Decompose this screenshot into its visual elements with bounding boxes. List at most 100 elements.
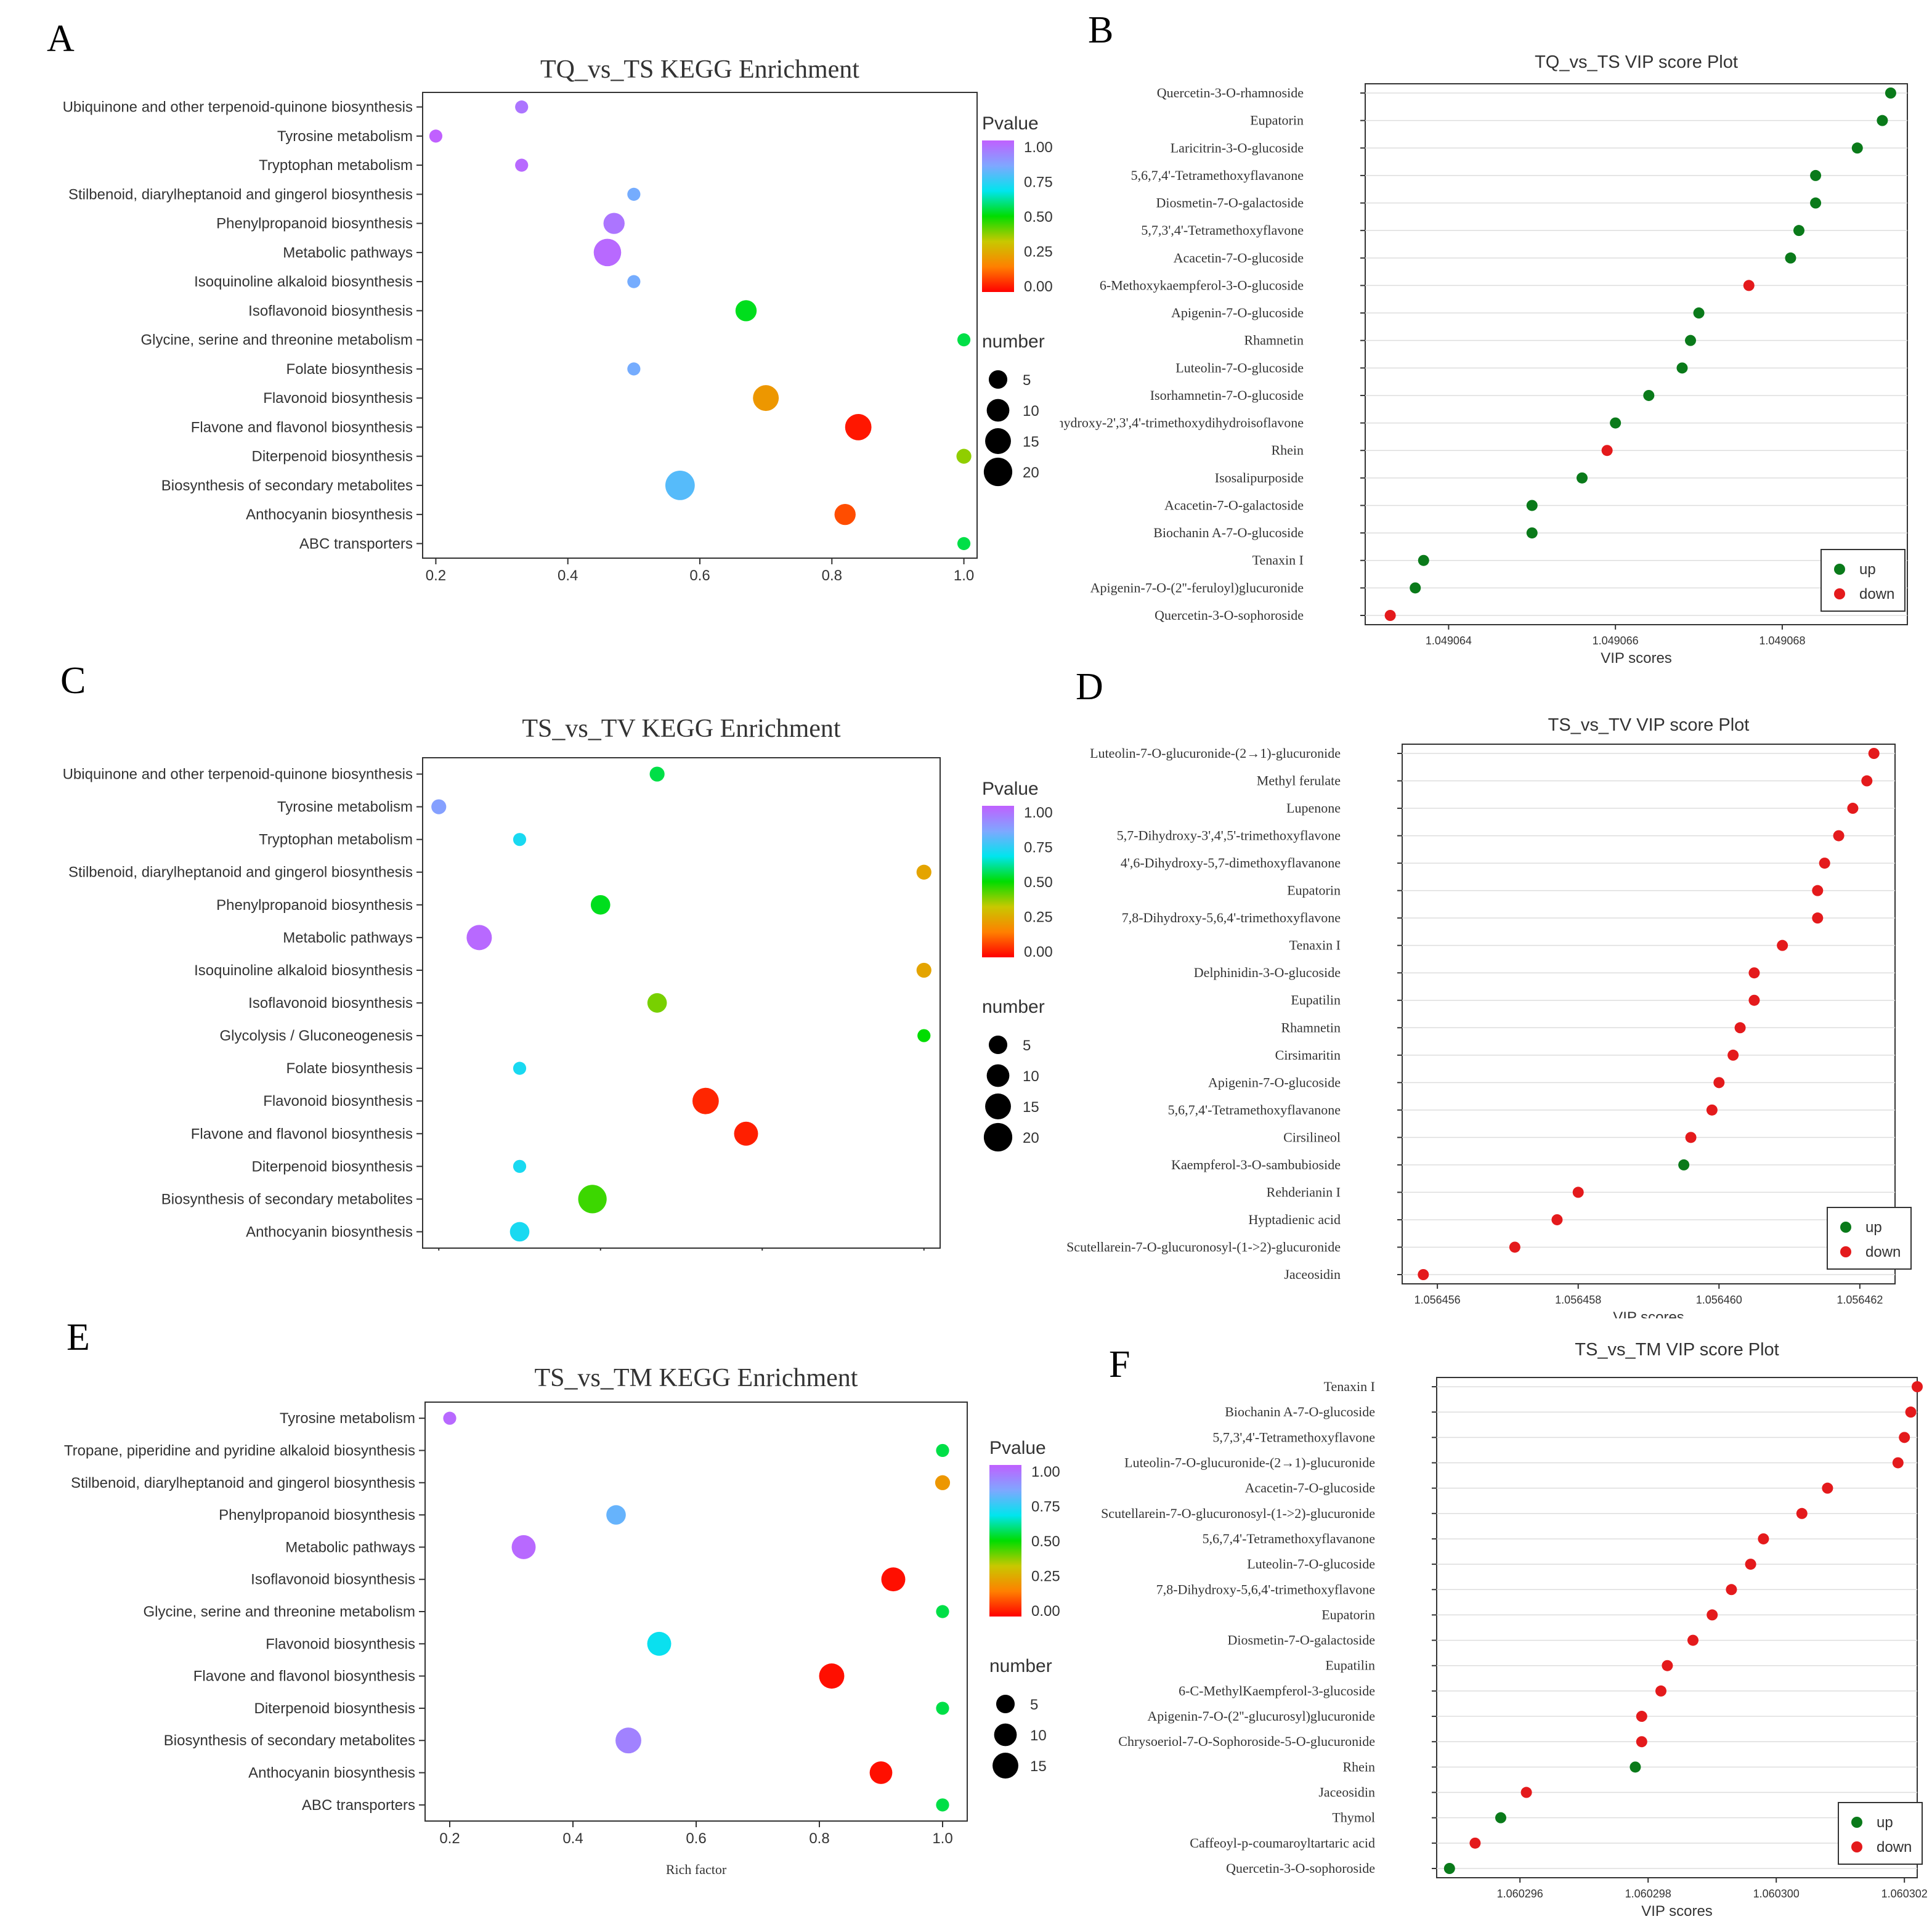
number-legend-dot — [988, 370, 1008, 389]
number-legend-dot — [985, 1093, 1011, 1119]
x-tick-label: 1.056458 — [1555, 1294, 1601, 1306]
compound-label: Biochanin A-7-O-glucoside — [1225, 1404, 1375, 1419]
compound-label: Cirsilineol — [1283, 1129, 1341, 1145]
vip-point — [1693, 307, 1705, 319]
pathway-label: Tryptophan metabolism — [259, 157, 413, 174]
plot-frame — [1402, 744, 1896, 1284]
enrichment-point — [627, 362, 641, 376]
vip-point — [1410, 582, 1421, 594]
compound-label: Eupatorin — [1321, 1607, 1375, 1622]
compound-label: Scutellarein-7-O-glucuronosyl-(1->2)-glu… — [1101, 1506, 1375, 1521]
enrichment-point — [590, 895, 611, 915]
enrichment-point — [509, 1222, 530, 1242]
chart-title: TQ_vs_TS VIP score Plot — [1535, 52, 1738, 72]
x-axis-label: VIP scores — [1601, 650, 1672, 667]
compound-label: Chrysoeriol-7-O-Sophoroside-5-O-glucuron… — [1118, 1734, 1375, 1749]
plot-frame — [422, 92, 978, 559]
compound-label: Lupenone — [1286, 800, 1341, 816]
compound-label: 5,6,7,4'-Tetramethoxyflavanone — [1168, 1102, 1341, 1118]
vip-point — [1655, 1685, 1666, 1697]
vip-point — [1643, 389, 1655, 401]
pvalue-tick: 0.00 — [1031, 1603, 1060, 1620]
compound-label: 5,7,3',4'-Tetramethoxyflavone — [1141, 222, 1304, 238]
pvalue-tick: 1.00 — [1024, 805, 1053, 821]
vip-point — [1685, 1132, 1697, 1143]
compound-label: Quercetin-3-O-sophoroside — [1155, 607, 1304, 623]
vip-point — [1892, 1457, 1904, 1469]
pathway-label: Metabolic pathways — [285, 1539, 415, 1556]
number-legend-dot — [986, 399, 1010, 422]
compound-label: 5,7,3',4'-Tetramethoxyflavone — [1212, 1429, 1375, 1445]
enrichment-point — [627, 275, 641, 288]
vip-point — [1509, 1241, 1520, 1253]
compound-label: Rhein — [1342, 1759, 1375, 1774]
up-legend-label: up — [1877, 1814, 1893, 1831]
vip-point — [1861, 775, 1873, 787]
pvalue-colorbar — [982, 806, 1014, 957]
vip-point — [1384, 610, 1396, 621]
direction-legend — [1827, 1207, 1912, 1270]
compound-label: Quercetin-3-O-sophoroside — [1226, 1860, 1375, 1876]
vip-point — [1526, 527, 1538, 539]
enrichment-point — [834, 503, 856, 525]
pvalue-tick: 0.25 — [1031, 1568, 1060, 1585]
x-tick-label: 1.056460 — [1696, 1294, 1742, 1306]
vip-point — [1469, 1837, 1481, 1849]
compound-label: Laricitrin-3-O-glucoside — [1171, 140, 1304, 155]
number-legend-label: 10 — [1030, 1727, 1047, 1744]
compound-label: Rhamnetin — [1281, 1020, 1341, 1035]
enrichment-point — [606, 1505, 626, 1525]
pathway-label: Phenylpropanoid biosynthesis — [216, 897, 413, 914]
vip-point — [1676, 362, 1688, 374]
enrichment-point — [578, 1185, 607, 1214]
enrichment-point — [869, 1761, 893, 1784]
panel-letter-d: D — [1076, 666, 1103, 708]
number-legend-dot — [996, 1694, 1015, 1714]
compound-label: Methyl ferulate — [1257, 773, 1341, 789]
number-legend-dot — [983, 1122, 1013, 1152]
number-legend-label: 5 — [1023, 1037, 1031, 1054]
vip-point — [1743, 280, 1755, 291]
plot-frame — [422, 757, 941, 1249]
pathway-label: Stilbenoid, diarylheptanoid and gingerol… — [68, 186, 413, 203]
vip-point — [1726, 1584, 1737, 1596]
down-legend-dot — [1834, 588, 1845, 599]
pathway-label: Glycine, serine and threonine metabolism — [143, 1604, 415, 1620]
compound-label: Apigenin-7-O-(2''-glucurosyl)glucuronide — [1147, 1708, 1375, 1724]
x-tick-label: 0.4 — [562, 1830, 583, 1847]
enrichment-point — [819, 1663, 845, 1689]
pathway-label: Phenylpropanoid biosynthesis — [216, 216, 413, 232]
vip-point — [1706, 1104, 1718, 1116]
vip-point — [1636, 1711, 1647, 1722]
compound-label: 7,8-Dihydroxy-5,6,4'-trimethoxyflavone — [1122, 910, 1341, 925]
x-tick-label: 0.2 — [439, 1830, 460, 1847]
pvalue-legend-title: Pvalue — [982, 779, 1039, 799]
pathway-label: Tyrosine metabolism — [277, 799, 413, 816]
x-tick-label: 0.8 — [809, 1830, 829, 1847]
number-legend-label: 20 — [1023, 465, 1039, 481]
compound-label: 7,8-Dihydroxy-5,6,4'-trimethoxyflavone — [1156, 1581, 1375, 1597]
compound-label: Diosmetin-7-O-galactoside — [1156, 195, 1304, 211]
compound-label: Isosalipurposide — [1215, 470, 1304, 485]
x-tick-label: 1.056456 — [1414, 1294, 1461, 1306]
x-tick-label: 0.2 — [426, 567, 446, 584]
pathway-label: Tyrosine metabolism — [277, 128, 413, 145]
pathway-label: Ubiquinone and other terpenoid-quinone b… — [63, 99, 413, 116]
pathway-label: Biosynthesis of secondary metabolites — [161, 477, 413, 494]
compound-label: Tenaxin I — [1252, 553, 1304, 568]
number-legend-label: 5 — [1023, 372, 1031, 389]
pathway-label: Biosynthesis of secondary metabolites — [164, 1732, 415, 1749]
enrichment-point — [665, 470, 695, 500]
compound-label: Eupatilin — [1325, 1658, 1375, 1673]
number-legend-dot — [988, 1035, 1008, 1055]
compound-label: Eupatorin — [1287, 883, 1341, 898]
pvalue-tick: 0.75 — [1024, 174, 1053, 191]
enrichment-point — [647, 1631, 672, 1656]
vip-point — [1899, 1432, 1910, 1443]
pathway-label: Flavone and flavonol biosynthesis — [191, 1126, 413, 1142]
x-tick-label: 1.0 — [954, 567, 974, 584]
vip-score-chart-f: TS_vs_TM VIP score Plot Tenaxin I Biochani… — [1101, 1340, 1928, 1920]
enrichment-point — [734, 1121, 758, 1146]
enrichment-point — [957, 537, 971, 550]
compound-label: Luteolin-7-O-glucoside — [1175, 360, 1304, 375]
